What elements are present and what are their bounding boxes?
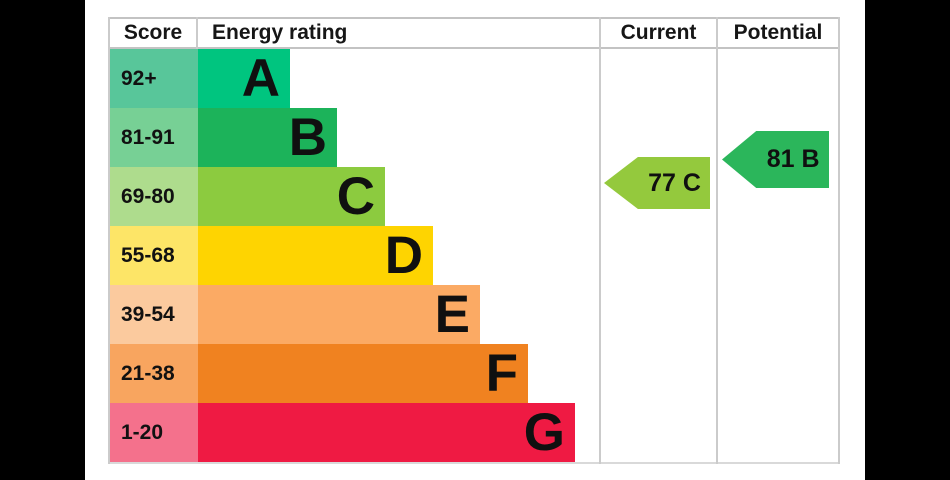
table-bottom-border [108, 462, 840, 464]
band-row-g: 1-20 G [110, 403, 599, 462]
current-column-divider [599, 17, 601, 464]
band-letter: E [434, 285, 470, 344]
potential-rating-label: 81 B [766, 145, 820, 173]
band-row-c: 69-80 C [110, 167, 599, 226]
score-cell: 69-80 [110, 167, 198, 226]
score-cell: 92+ [110, 49, 198, 108]
rating-bar: G [198, 403, 575, 462]
band-letter: B [288, 108, 327, 167]
rating-bar: E [198, 285, 480, 344]
band-row-d: 55-68 D [110, 226, 599, 285]
current-rating-arrow: 77 C [604, 157, 710, 209]
score-cell: 1-20 [110, 403, 198, 462]
score-cell: 55-68 [110, 226, 198, 285]
band-row-e: 39-54 E [110, 285, 599, 344]
score-column-divider [196, 17, 198, 49]
potential-rating-arrow: 81 B [722, 131, 829, 188]
table-right-border [838, 17, 840, 464]
current-rating-label: 77 C [648, 168, 701, 197]
rating-bar: D [198, 226, 433, 285]
band-letter: A [241, 49, 280, 108]
rating-bar: C [198, 167, 385, 226]
band-letter: C [336, 167, 375, 226]
score-cell: 81-91 [110, 108, 198, 167]
band-row-a: 92+ A [110, 49, 599, 108]
band-letter: G [523, 403, 565, 462]
table-top-border [108, 17, 840, 19]
band-row-f: 21-38 F [110, 344, 599, 403]
band-letter: F [485, 344, 518, 403]
potential-column-divider [716, 17, 718, 464]
score-cell: 21-38 [110, 344, 198, 403]
potential-column-header: Potential [733, 21, 823, 44]
rating-bar: B [198, 108, 337, 167]
score-cell: 39-54 [110, 285, 198, 344]
table-left-border [108, 17, 110, 464]
band-rows: 92+ A 81-91 B 69-80 C 55-68 D 39-54 E 21… [110, 49, 599, 462]
band-letter: D [384, 226, 423, 285]
rating-bar: A [198, 49, 290, 108]
score-column-header: Score [123, 21, 183, 44]
energy-rating-column-header: Energy rating [212, 21, 348, 44]
current-column-header: Current [620, 21, 697, 44]
chart-panel: Score Energy rating Current Potential 92… [85, 0, 865, 480]
header-divider [108, 47, 840, 49]
energy-rating-table: Score Energy rating Current Potential 92… [108, 17, 840, 464]
band-row-b: 81-91 B [110, 108, 599, 167]
rating-bar: F [198, 344, 528, 403]
